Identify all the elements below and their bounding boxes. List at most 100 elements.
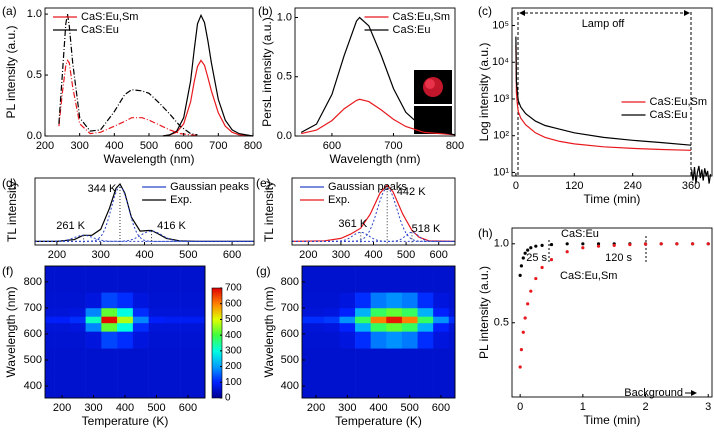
legend-label: CaS:Eu,Sm [81,11,138,23]
y-tick-label: 500 [281,354,299,366]
legend-label: Gaussian peaks [328,181,407,193]
heat-cell [85,266,102,293]
y-tick-label: 400 [24,380,42,392]
heat-cell [355,322,371,332]
heat-cell [85,292,102,309]
y-tick-label: 0.0 [27,130,42,142]
heat-cell [101,292,118,309]
panel-label: (c) [478,4,492,18]
x-tick-label: 600 [223,249,241,261]
heat-cell [370,292,387,309]
heat-cell [180,292,197,309]
heat-cell [448,331,456,349]
heat-cell [164,373,181,399]
heat-cell [132,331,149,349]
y-tick-label: 500 [24,354,42,366]
heat-cell [180,316,197,324]
heat-cell [308,348,325,374]
heat-cell [117,307,134,317]
heat-cell [323,331,340,349]
x-tick-label: 700 [384,140,402,152]
series-line [301,98,456,136]
heat-cell [69,331,86,349]
heat-cell [148,322,165,332]
heat-cell [323,348,340,374]
x-tick-label: 800 [244,140,262,152]
series-line [58,13,198,136]
colorbar-label: 200 [225,361,242,372]
heat-cell [386,322,403,332]
panel-label: (h) [478,226,493,240]
inset-photo [414,106,452,134]
point [534,276,538,281]
gaussian-peak [292,187,455,242]
heat-cell [54,316,71,324]
heat-cell [302,322,309,332]
point [675,242,679,246]
heat-cell [355,316,371,324]
x-tick-label: 300 [92,249,110,261]
legend-label: Exp. [328,194,350,206]
point [581,242,585,246]
heat-cell [323,373,340,399]
heat-cell [417,373,434,399]
heat-cell [164,316,181,324]
point [581,246,585,250]
plot-frame [294,7,456,137]
heat-cell [448,373,456,399]
x-tick-label: 500 [147,402,165,414]
heat-cell [45,292,55,309]
heat-cell [355,292,371,309]
heat-cell [417,292,434,309]
x-tick-label: 2 [642,401,648,413]
x-tick-label: 200 [53,402,71,414]
colorbar-label: 400 [225,330,242,341]
x-tick-label: 400 [116,402,134,414]
heat-cell [417,331,434,349]
heat-cell [195,292,206,309]
y-axis-label: TL intensity [262,181,276,242]
point [523,316,527,320]
heat-cell [433,266,450,293]
panel-label: (e) [256,176,271,190]
heat-cell [180,307,197,317]
x-tick-label: 300 [84,402,102,414]
y-tick-label: 10⁵ [492,19,509,31]
y-axis-label: Wavelength (nm) [262,287,276,378]
heat-cell [85,316,102,324]
heat-cell [401,266,418,293]
series-line [162,59,254,137]
colorbar-label: 0 [225,393,231,404]
heat-cell [101,373,118,399]
plot-frame [511,7,713,177]
heat-cell [355,373,371,399]
heat-cell [132,373,149,399]
heat-cell [433,322,450,332]
heat-cell [132,307,149,317]
heat-cell [308,316,325,324]
heat-cell [355,331,371,349]
point [519,264,524,268]
heat-cell [148,331,165,349]
heat-cell [302,373,309,399]
heat-cell [54,373,71,399]
y-tick-label: 0.0 [277,130,292,142]
heat-cell [308,292,325,309]
heat-cell [148,373,165,399]
heat-cell [117,266,134,293]
gaussian-peak [35,230,254,242]
heat-cell [386,373,403,399]
x-axis-label: Time (min) [584,192,641,206]
heat-cell [308,373,325,399]
x-tick-label: 600 [174,140,192,152]
point [521,256,525,260]
heat-cell [302,331,309,349]
heat-cell [180,322,197,332]
heat-cell [69,373,86,399]
heat-cell [302,348,309,374]
heat-cell [417,348,434,374]
heat-cell [45,307,55,317]
y-tick-label: 1.0 [27,8,42,20]
heat-cell [355,348,371,374]
x-tick-label: 200 [48,249,66,261]
